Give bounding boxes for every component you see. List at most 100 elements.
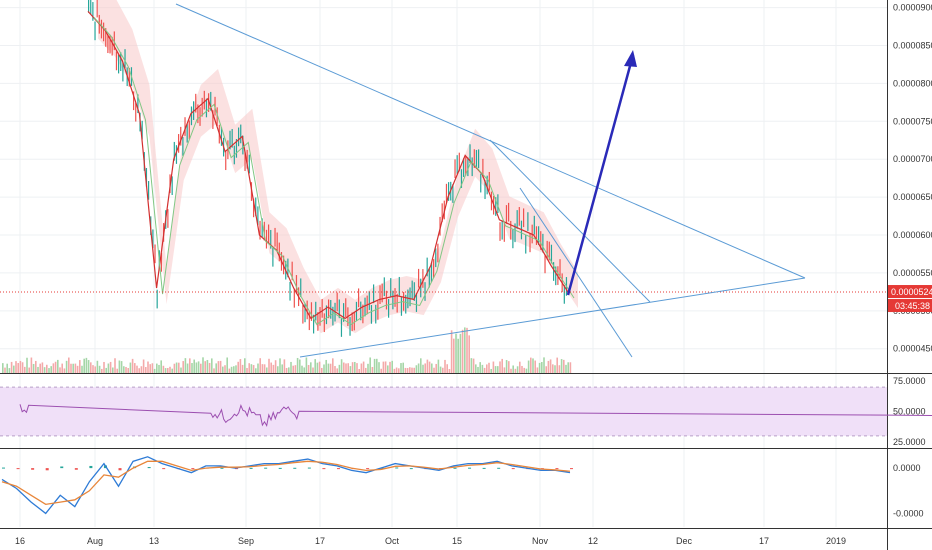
volume-bar	[501, 358, 503, 373]
volume-bar	[532, 358, 534, 373]
volume-bar	[356, 363, 358, 373]
volume-bar	[114, 358, 116, 373]
candle	[349, 317, 351, 336]
candle	[122, 62, 124, 82]
candle	[332, 306, 334, 326]
candle	[484, 180, 486, 200]
volume-bar	[259, 358, 261, 373]
volume-bar	[61, 363, 63, 373]
volume-bar	[413, 367, 415, 373]
macd-histogram-bar	[162, 468, 166, 470]
candle	[175, 145, 178, 164]
candle	[390, 278, 392, 297]
candle	[505, 205, 508, 224]
volume-bar	[217, 361, 220, 373]
volume-bar	[523, 367, 525, 373]
volume-bar	[87, 360, 90, 373]
volume-bar	[237, 361, 239, 373]
volume-bar	[244, 358, 246, 373]
candle	[467, 157, 469, 177]
candle	[124, 49, 126, 68]
candle	[171, 176, 173, 196]
volume-bars	[2, 327, 572, 373]
volume-bar	[428, 361, 431, 373]
volume-bar	[2, 363, 4, 373]
volume-bar	[197, 361, 200, 373]
candle	[190, 106, 193, 126]
volume-bar	[63, 368, 66, 373]
candle	[319, 307, 321, 326]
candle	[278, 242, 280, 262]
candle	[178, 134, 180, 153]
candle	[497, 194, 499, 213]
candle	[257, 206, 259, 226]
candle	[345, 298, 347, 317]
volume-bar	[39, 363, 41, 373]
candle	[300, 278, 302, 298]
trendline-lower	[299, 277, 806, 358]
volume-bar	[118, 360, 121, 373]
channel-lower	[519, 187, 633, 358]
volume-bar	[28, 367, 30, 373]
candle	[167, 209, 169, 228]
volume-bar	[123, 366, 125, 373]
candle	[409, 287, 411, 307]
candle	[109, 34, 111, 54]
volume-bar	[54, 361, 57, 373]
candle	[377, 300, 379, 320]
volume-bar	[448, 368, 451, 373]
candle	[141, 120, 143, 140]
candle	[133, 91, 135, 111]
candle	[235, 139, 238, 158]
volume-bar	[393, 368, 396, 373]
candle	[433, 259, 435, 278]
macd-histogram-bar	[60, 466, 64, 469]
candle	[272, 247, 274, 267]
volume-bar	[508, 361, 510, 373]
volume-bar	[48, 368, 50, 373]
macd-histogram-bar	[336, 468, 340, 470]
candle	[184, 117, 186, 136]
volume-bar	[556, 357, 558, 373]
macd-histogram-bar	[322, 468, 326, 470]
candle	[482, 158, 484, 178]
time-tick-label: Nov	[532, 536, 549, 546]
volume-bar	[450, 330, 453, 373]
volume-bar	[398, 368, 400, 373]
volume-bar	[384, 361, 387, 373]
volume-bar	[17, 363, 19, 373]
candle	[154, 244, 156, 264]
candle	[291, 261, 293, 281]
volume-bar	[391, 360, 393, 373]
volume-bar	[147, 361, 149, 373]
volume-bar	[283, 359, 286, 373]
volume-bar	[173, 363, 176, 373]
volume-bar	[437, 359, 440, 373]
candle	[411, 280, 413, 300]
price-tick-label: 0.00008500	[893, 40, 932, 50]
volume-bar	[362, 361, 365, 373]
volume-bar	[219, 360, 222, 373]
volume-bar	[301, 365, 303, 373]
volume-bar	[21, 362, 24, 373]
candle	[514, 223, 516, 243]
volume-bar	[334, 366, 336, 373]
time-tick-label: 12	[588, 536, 598, 546]
candle	[458, 152, 460, 172]
rsi-line	[19, 404, 932, 428]
macd-histogram-bar	[409, 468, 413, 470]
candle	[253, 198, 255, 218]
volume-bar	[8, 368, 11, 373]
volume-bar	[145, 367, 147, 373]
candle	[310, 302, 313, 321]
time-tick-label: Aug	[87, 536, 103, 546]
candle	[205, 98, 208, 118]
volume-bar	[494, 366, 497, 373]
volume-bar	[431, 363, 433, 373]
candle	[540, 231, 542, 250]
volume-bar	[446, 364, 448, 373]
volume-bar	[83, 358, 85, 373]
rsi-tick-label: 75.0000	[893, 376, 926, 386]
candle	[430, 263, 433, 282]
candle	[548, 241, 550, 261]
